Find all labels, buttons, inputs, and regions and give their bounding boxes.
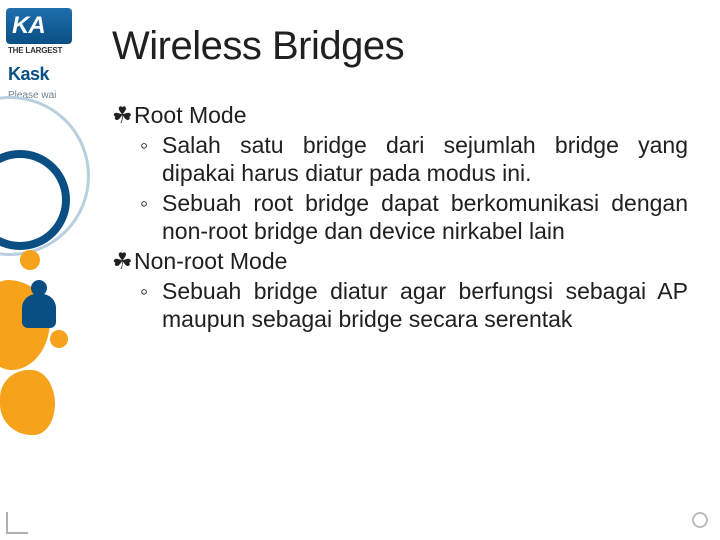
bullet-l2-icon: ◦ [140,277,162,305]
list-item-label: Root Mode [134,102,247,128]
list-sub-item: ◦Sebuah root bridge dapat berkomunikasi … [162,189,688,245]
slide-title: Wireless Bridges [112,24,688,69]
bg-logo-mid: Kask [8,64,49,85]
slide-bullet-list: ☘Root Mode ◦Salah satu bridge dari sejum… [112,101,688,333]
bg-corner-dot-bottom-right [692,512,708,528]
bullet-l1-icon: ☘ [112,101,134,129]
slide-content: Wireless Bridges ☘Root Mode ◦Salah satu … [112,24,688,335]
list-sub-item-text: Salah satu bridge dari sejumlah bridge y… [162,132,688,186]
bg-person-icon [22,280,56,344]
list-item-label: Non-root Mode [134,248,287,274]
bg-largest-text: THE LARGEST [8,46,62,55]
bullet-l2-icon: ◦ [140,189,162,217]
bullet-l2-icon: ◦ [140,131,162,159]
bullet-l1-icon: ☘ [112,247,134,275]
bg-logo-top: KA [6,8,72,44]
list-sub-item-text: Sebuah root bridge dapat berkomunikasi d… [162,190,688,244]
list-item: ☘Non-root Mode [134,247,688,275]
list-sub-item: ◦Salah satu bridge dari sejumlah bridge … [162,131,688,187]
list-sub-item: ◦Sebuah bridge diatur agar berfungsi seb… [162,277,688,333]
list-item: ☘Root Mode [134,101,688,129]
bg-corner-bottom-left [6,512,28,534]
list-sub-item-text: Sebuah bridge diatur agar berfungsi seba… [162,278,688,332]
